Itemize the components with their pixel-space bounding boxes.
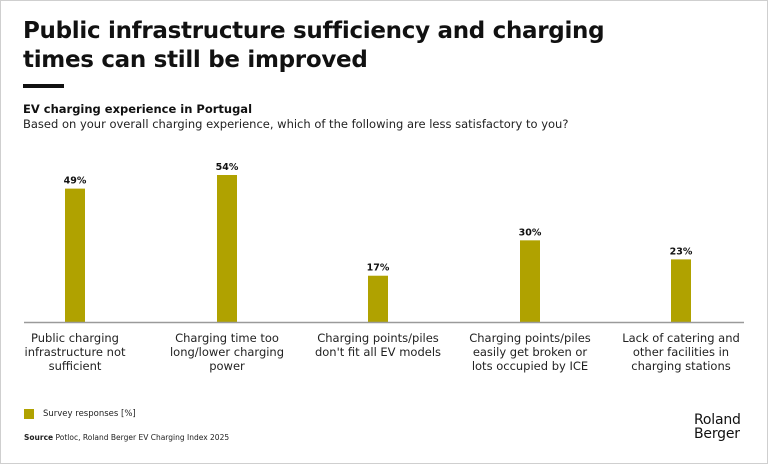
data-label: 23%: [670, 246, 693, 257]
category-label: Charging points/piles don't fit all EV mo…: [308, 331, 448, 359]
category-label: Lack of catering and other facilities in c…: [611, 331, 751, 373]
legend: Survey responses [%]: [24, 409, 136, 419]
bar: [671, 259, 691, 322]
chart-subtitle: EV charging experience in Portugal: [23, 102, 253, 116]
category-label-line: Charging time too: [175, 331, 279, 345]
logo-line-1: Roland: [694, 412, 741, 428]
category-label-line: sufficient: [48, 359, 102, 373]
bar: [217, 175, 237, 322]
survey-question: Based on your overall charging experienc…: [23, 117, 569, 131]
category-label: Charging time too long/lower charging powe…: [157, 331, 297, 373]
category-label-line: power: [209, 359, 245, 373]
category-label-line: don't fit all EV models: [314, 345, 442, 359]
category-label-line: lots occupied by ICE: [471, 359, 589, 373]
category-label-line: long/lower charging: [169, 345, 285, 359]
category-label-line: easily get broken or: [472, 345, 588, 359]
legend-label: Survey responses [%]: [43, 409, 136, 419]
category-label-line: other facilities in: [632, 345, 730, 359]
data-label: 54%: [216, 162, 239, 173]
category-label-line: infrastructure not: [24, 345, 126, 359]
category-label-line: charging stations: [631, 359, 731, 373]
category-label-line: Charging points/piles: [469, 331, 591, 345]
data-label: 17%: [367, 263, 390, 274]
category-label: Public charging infrastructure not suffici…: [5, 331, 145, 373]
source-text: Potloc, Roland Berger EV Charging Index …: [55, 433, 230, 442]
category-label-line: Lack of catering and: [622, 331, 740, 345]
logo-line-2: Berger: [694, 426, 740, 442]
category-label-line: Public charging: [31, 331, 119, 345]
bar: [520, 240, 540, 322]
bar-chart: 49% 54% 17% 30% 23%: [24, 162, 744, 324]
bar: [368, 275, 388, 322]
data-label: 49%: [64, 176, 87, 187]
bar: [65, 188, 85, 322]
source-prefix: Source: [24, 433, 54, 442]
category-label: Charging points/piles easily get broken o…: [460, 331, 600, 373]
title-underline: [23, 84, 64, 88]
data-label: 30%: [519, 227, 542, 238]
category-label-line: Charging points/piles: [317, 331, 439, 345]
legend-swatch: [24, 409, 34, 419]
source-note: Source Potloc, Roland Berger EV Charging…: [24, 433, 229, 442]
roland-berger-logo: Roland Berger: [694, 413, 741, 441]
page-title: Public infrastructure sufficiency and ch…: [23, 18, 605, 73]
